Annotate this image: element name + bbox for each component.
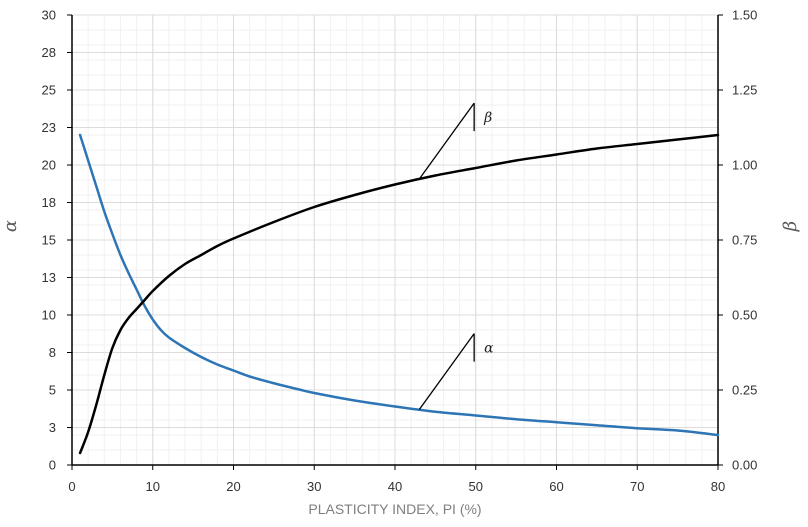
- y-left-axis-title: α: [0, 220, 21, 232]
- x-tick-label: 20: [226, 479, 240, 494]
- axes: [67, 14, 723, 470]
- y-left-tick-label: 25: [42, 83, 56, 98]
- x-tick-label: 30: [307, 479, 321, 494]
- callouts: βα: [418, 102, 494, 411]
- y-right-tick-label: 1.00: [732, 158, 757, 173]
- y-left-tick-label: 5: [49, 383, 56, 398]
- y-left-tick-label: 30: [42, 8, 56, 23]
- y-left-tick-label: 0: [49, 458, 56, 473]
- y-left-tick-label: 8: [49, 345, 56, 360]
- y-right-tick-label: 1.50: [732, 8, 757, 23]
- y-left-tick-label: 23: [42, 120, 56, 135]
- x-tick-label: 70: [630, 479, 644, 494]
- y-right-tick-label: 0.75: [732, 233, 757, 248]
- y-left-tick-label: 15: [42, 233, 56, 248]
- y-left-tick-label: 28: [42, 45, 56, 60]
- x-tick-label: 10: [146, 479, 160, 494]
- tick-labels: 0 10 20 30 40 50 60 70 80 0 3 5 8 10 13 15 18 20 23 25 28 30 0…: [42, 8, 758, 495]
- series-layer: [78, 133, 720, 455]
- callout-leader-beta: [418, 102, 475, 180]
- callout-label-alpha: α: [484, 341, 494, 357]
- x-tick-label: 80: [711, 479, 725, 494]
- x-tick-label: 40: [388, 479, 402, 494]
- y-left-tick-label: 10: [42, 308, 56, 323]
- y-left-tick-label: 13: [42, 270, 56, 285]
- y-right-tick-label: 1.25: [732, 83, 757, 98]
- y-right-tick-label: 0.25: [732, 383, 757, 398]
- x-axis-title: PLASTICITY INDEX, PI (%): [308, 501, 481, 517]
- x-tick-label: 0: [68, 479, 75, 494]
- x-tick-label: 50: [469, 479, 483, 494]
- y-right-tick-label: 0.50: [732, 308, 757, 323]
- y-right-axis-title: β: [780, 221, 801, 232]
- y-left-tick-label: 3: [49, 420, 56, 435]
- y-right-tick-label: 0.00: [732, 458, 757, 473]
- x-tick-label: 60: [549, 479, 563, 494]
- series-line-alpha: [78, 133, 720, 437]
- callout-label-beta: β: [483, 110, 492, 126]
- series-line-beta: [78, 133, 720, 455]
- y-left-tick-label: 20: [42, 158, 56, 173]
- callout-leader-alpha: [418, 333, 475, 411]
- y-left-tick-label: 18: [42, 195, 56, 210]
